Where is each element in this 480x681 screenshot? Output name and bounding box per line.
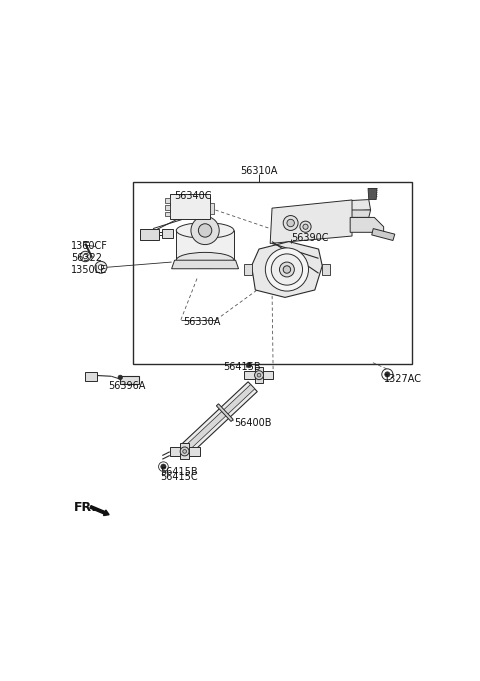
Text: 56310A: 56310A: [240, 166, 278, 176]
Polygon shape: [165, 212, 170, 217]
Circle shape: [283, 216, 298, 230]
Polygon shape: [165, 205, 170, 210]
Text: 56415B: 56415B: [160, 467, 198, 477]
Circle shape: [118, 375, 122, 379]
Ellipse shape: [176, 223, 234, 238]
Polygon shape: [244, 370, 273, 379]
Polygon shape: [172, 260, 239, 269]
Polygon shape: [85, 372, 97, 381]
Text: 1350LE: 1350LE: [71, 264, 108, 274]
Text: 56340C: 56340C: [175, 191, 212, 201]
Circle shape: [183, 449, 186, 454]
Polygon shape: [322, 264, 330, 275]
Polygon shape: [252, 242, 322, 298]
Circle shape: [98, 265, 104, 270]
Circle shape: [385, 372, 390, 377]
Polygon shape: [165, 198, 170, 203]
Text: 1327AC: 1327AC: [384, 374, 421, 384]
Text: 56330A: 56330A: [183, 317, 220, 328]
Polygon shape: [350, 217, 384, 232]
Polygon shape: [183, 382, 257, 453]
Polygon shape: [368, 189, 377, 200]
Polygon shape: [120, 376, 139, 384]
Circle shape: [287, 219, 294, 227]
Circle shape: [95, 262, 107, 273]
Bar: [132, 182, 411, 364]
Polygon shape: [348, 200, 371, 211]
Polygon shape: [176, 230, 234, 260]
Circle shape: [198, 224, 212, 237]
Text: 56415C: 56415C: [160, 473, 198, 482]
Polygon shape: [244, 264, 252, 275]
Text: 1360CF: 1360CF: [71, 242, 108, 251]
Circle shape: [180, 447, 189, 456]
Circle shape: [303, 224, 308, 229]
Circle shape: [265, 248, 309, 291]
Ellipse shape: [176, 253, 234, 268]
Text: 56390C: 56390C: [291, 232, 329, 242]
Text: 56400B: 56400B: [234, 417, 271, 428]
Text: FR.: FR.: [74, 501, 97, 514]
Polygon shape: [348, 210, 371, 217]
Polygon shape: [270, 200, 352, 244]
Circle shape: [279, 262, 294, 277]
Polygon shape: [185, 385, 255, 450]
Circle shape: [254, 370, 264, 379]
Circle shape: [257, 373, 261, 377]
Polygon shape: [372, 229, 395, 240]
Circle shape: [283, 266, 290, 273]
Polygon shape: [170, 447, 200, 456]
FancyArrow shape: [90, 505, 109, 516]
Circle shape: [191, 217, 219, 244]
Circle shape: [161, 464, 166, 469]
Polygon shape: [180, 443, 190, 459]
Polygon shape: [170, 194, 210, 219]
Polygon shape: [216, 404, 233, 422]
Polygon shape: [210, 202, 215, 214]
Text: 56396A: 56396A: [108, 381, 146, 391]
Polygon shape: [140, 229, 158, 240]
Circle shape: [80, 251, 91, 262]
Circle shape: [300, 221, 311, 232]
Circle shape: [271, 254, 302, 285]
Polygon shape: [254, 367, 264, 383]
Text: 56415B: 56415B: [224, 362, 261, 373]
Polygon shape: [162, 229, 173, 238]
Text: 56322: 56322: [71, 253, 102, 263]
Circle shape: [83, 254, 87, 259]
Circle shape: [246, 362, 252, 368]
